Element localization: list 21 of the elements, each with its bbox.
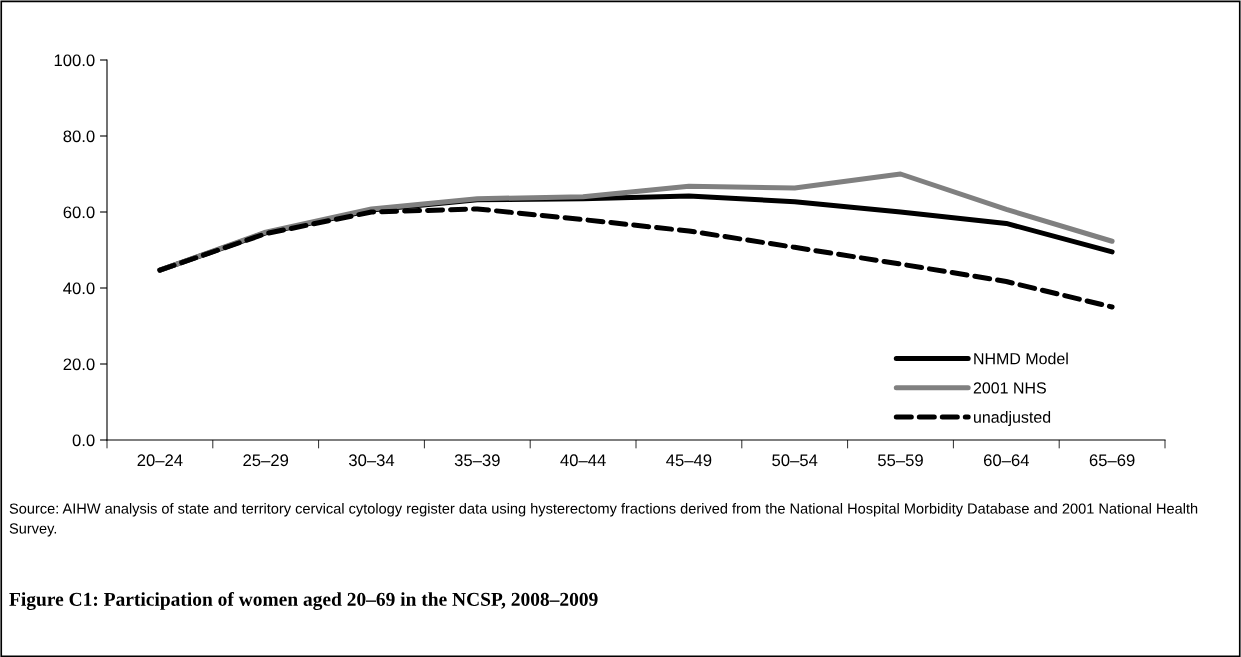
x-tick-label: 35–39 [454,454,500,467]
source-note: Source: AIHW analysis of state and territory cervical cytology register data using hysterectomy fractions derived from the National Hospital Morbidity Database and 2001 National Health Survey. [9,503,1198,537]
y-tick-label: 80.0 [63,130,95,143]
x-tick-label: 60–64 [983,454,1029,467]
y-tick-label: 0.0 [72,434,95,447]
x-tick-label: 55–59 [878,454,923,467]
x-tick-label: 40–44 [560,454,606,467]
x-tick-label: 45–49 [666,454,712,467]
y-tick-label: 100.0 [54,54,95,67]
text: Figure C1: Participation of women aged 20–69 in the NCSP, 2008–2009 [9,592,598,610]
x-tick-label: 30–34 [348,454,395,467]
legend-label: 2001 NHS [973,382,1046,394]
x-tick-label: 20–24 [137,454,183,467]
y-tick-label: 20.0 [63,358,95,371]
y-tick-label: 40.0 [63,282,95,295]
x-tick-label: 50–54 [772,454,818,467]
legend-label: unadjusted [974,411,1051,427]
x-tick-label: 65–69 [1089,454,1135,467]
x-tick-label: 25–29 [243,454,289,467]
legend-label: NHMD Model [974,352,1068,365]
y-tick-label: 60.0 [63,206,95,219]
